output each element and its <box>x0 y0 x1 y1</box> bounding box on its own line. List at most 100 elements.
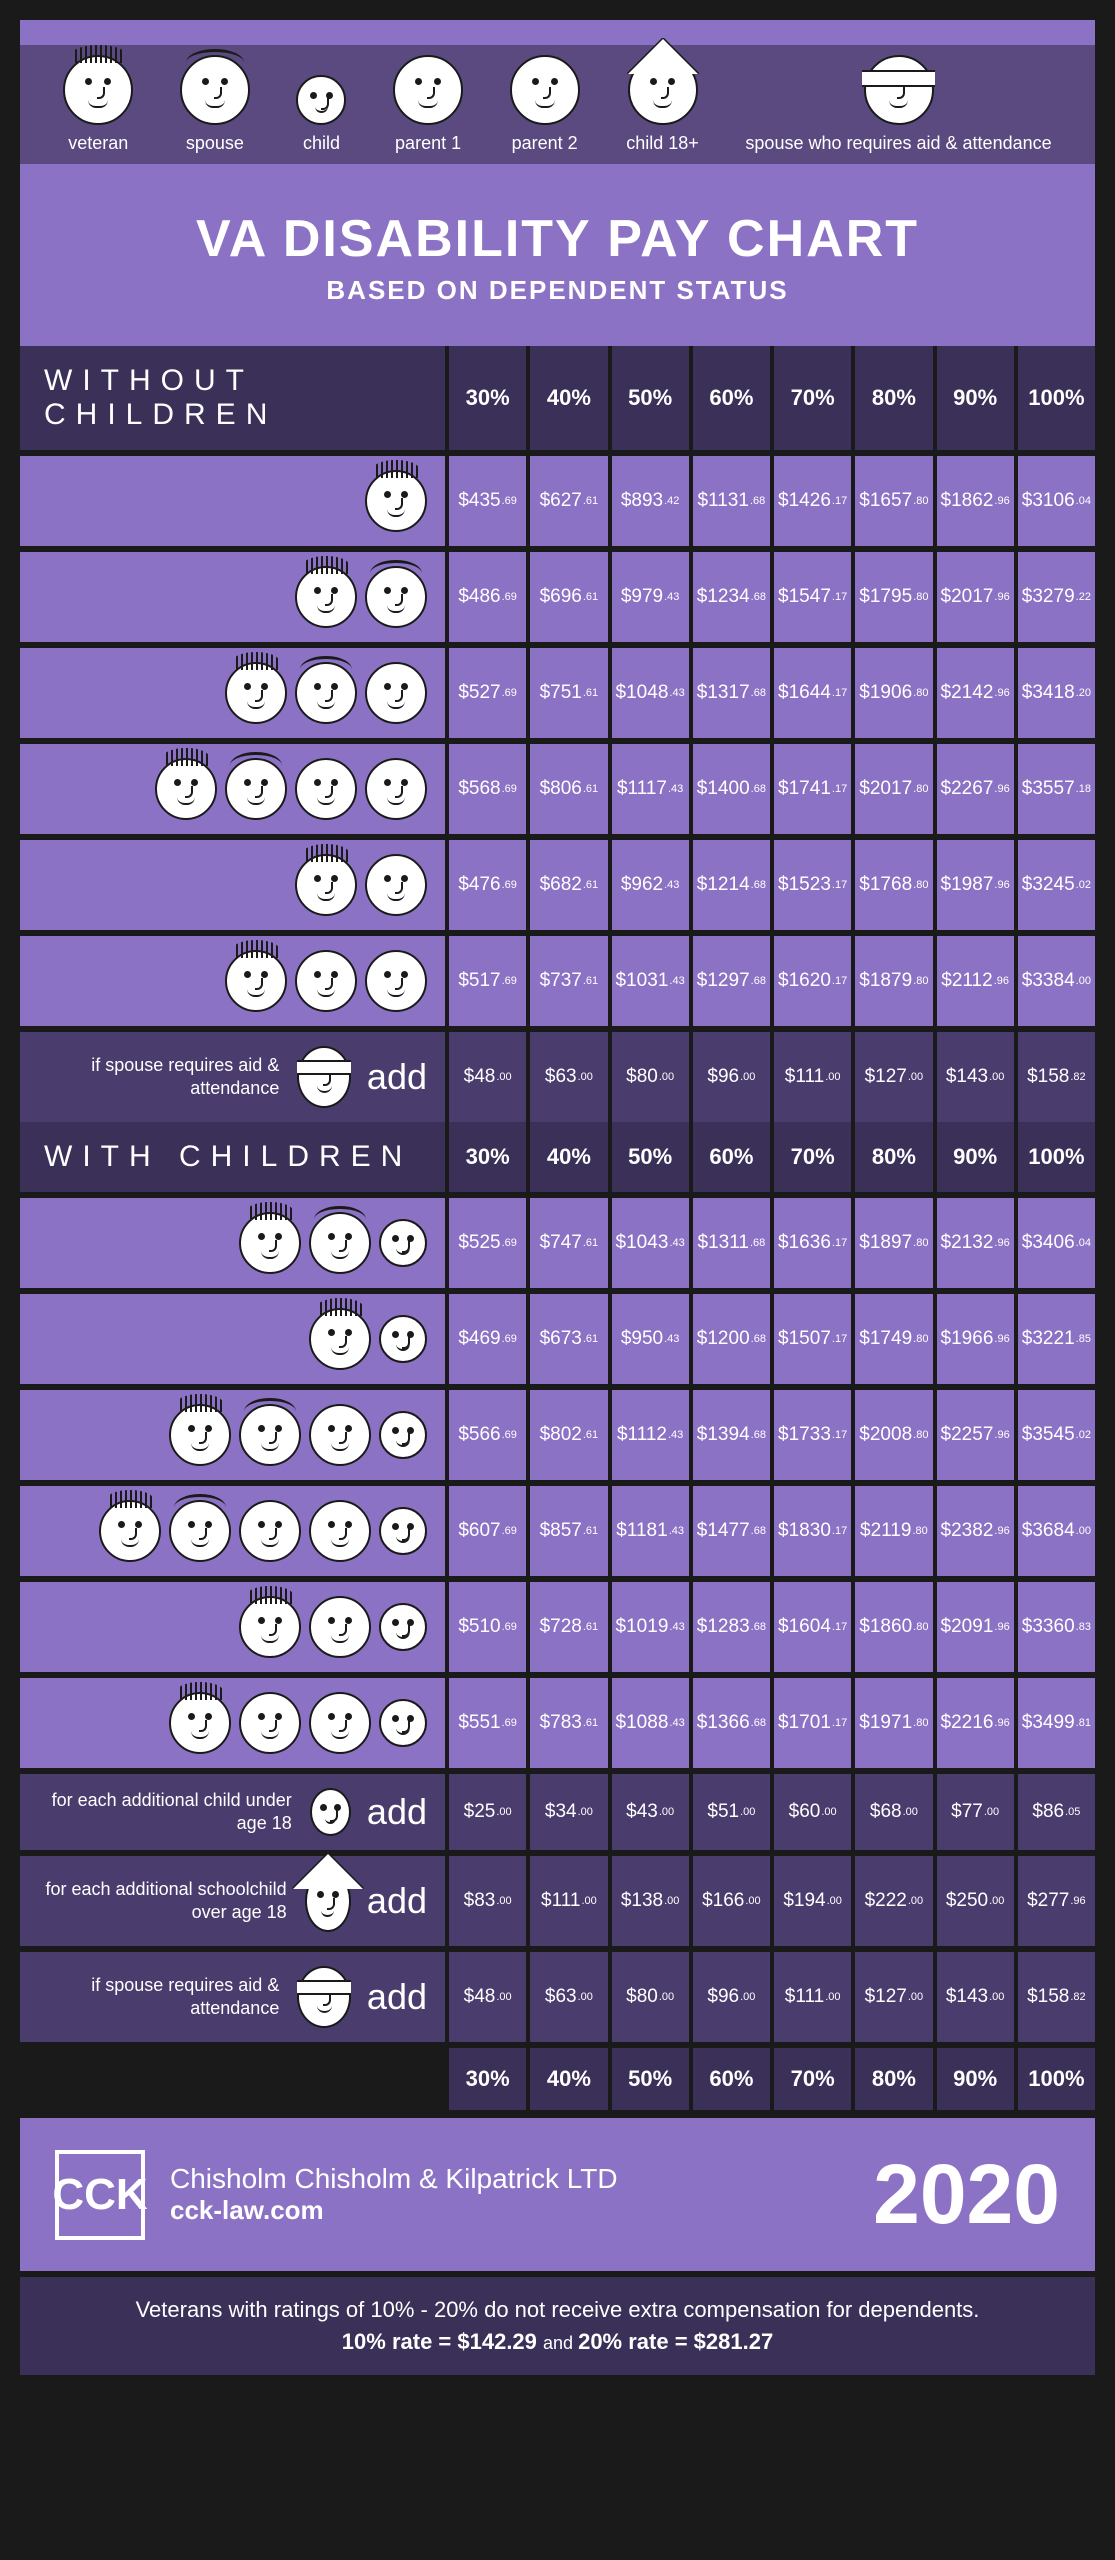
add-row-text: for each additional schoolchild over age… <box>38 1878 287 1925</box>
percent-headers: 30%40%50%60%70%80%90%100% <box>445 346 1095 450</box>
child-face-icon <box>379 1507 427 1555</box>
add-label: add <box>367 1880 427 1922</box>
pay-value: $80.00 <box>612 1952 689 2042</box>
pay-value: $3406.04 <box>1018 1198 1095 1288</box>
pay-value: $486.69 <box>449 552 526 642</box>
pay-value: $2112.96 <box>937 936 1014 1026</box>
chart-title: VA DISABILITY PAY CHART <box>40 209 1075 269</box>
pay-value: $1019.43 <box>612 1582 689 1672</box>
footnote: Veterans with ratings of 10% - 20% do no… <box>20 2277 1095 2375</box>
legend-label: veteran <box>68 133 128 154</box>
pay-row: if spouse requires aid & attendance add … <box>20 1032 1095 1122</box>
child-face-icon <box>379 1603 427 1651</box>
pay-value: $2119.80 <box>855 1486 932 1576</box>
pay-value: $525.69 <box>449 1198 526 1288</box>
legend-item: parent 2 <box>510 55 580 154</box>
firm-info: Chisholm Chisholm & Kilpatrick LTD cck-l… <box>170 2163 873 2226</box>
vet-face-icon <box>155 758 217 820</box>
parent-face-icon <box>295 950 357 1012</box>
pay-value: $2267.96 <box>937 744 1014 834</box>
pay-value: $2257.96 <box>937 1390 1014 1480</box>
pay-value: $962.43 <box>612 840 689 930</box>
pay-value: $2008.80 <box>855 1390 932 1480</box>
pay-value: $857.61 <box>530 1486 607 1576</box>
row-label <box>20 1198 445 1288</box>
pay-value: $3545.02 <box>1018 1390 1095 1480</box>
pay-row: $607.69$857.61$1181.43$1477.68$1830.17$2… <box>20 1486 1095 1576</box>
pay-row: $476.69$682.61$962.43$1214.68$1523.17$17… <box>20 840 1095 930</box>
percent-header: 100% <box>1018 1122 1095 1192</box>
vet-face-icon <box>99 1500 161 1562</box>
percent-header: 90% <box>937 2048 1014 2110</box>
pay-value: $1971.80 <box>855 1678 932 1768</box>
header-section: veteran spouse child parent 1 parent 2 c… <box>20 20 1095 346</box>
vet-face-icon <box>239 1596 301 1658</box>
pay-value: $627.61 <box>530 456 607 546</box>
pay-value: $77.00 <box>937 1774 1014 1850</box>
pay-value: $1741.17 <box>774 744 851 834</box>
pay-value: $111.00 <box>530 1856 607 1946</box>
parent-face-icon <box>309 1404 371 1466</box>
percent-header: 60% <box>693 2048 770 2110</box>
add-row-text: if spouse requires aid & attendance <box>38 1054 279 1101</box>
pay-value: $806.61 <box>530 744 607 834</box>
pay-value: $568.69 <box>449 744 526 834</box>
pay-value: $48.00 <box>449 1032 526 1122</box>
percent-header: 50% <box>612 346 689 450</box>
percent-header: 30% <box>449 1122 526 1192</box>
pay-row: $435.69$627.61$893.42$1131.68$1426.17$16… <box>20 456 1095 546</box>
pay-value: $96.00 <box>693 1032 770 1122</box>
pay-value: $1862.96 <box>937 456 1014 546</box>
child-face-icon <box>379 1315 427 1363</box>
pay-value: $517.69 <box>449 936 526 1026</box>
row-label <box>20 1294 445 1384</box>
pay-value: $1860.80 <box>855 1582 932 1672</box>
pay-value: $1043.43 <box>612 1198 689 1288</box>
pay-value: $2132.96 <box>937 1198 1014 1288</box>
pay-value: $1701.17 <box>774 1678 851 1768</box>
legend-row: veteran spouse child parent 1 parent 2 c… <box>20 45 1095 164</box>
pay-value: $673.61 <box>530 1294 607 1384</box>
pay-value: $80.00 <box>612 1032 689 1122</box>
legend-label: spouse <box>186 133 244 154</box>
va-disability-chart: veteran spouse child parent 1 parent 2 c… <box>20 20 1095 2375</box>
pay-value: $551.69 <box>449 1678 526 1768</box>
pay-value: $1048.43 <box>612 648 689 738</box>
pay-value: $566.69 <box>449 1390 526 1480</box>
pay-value: $83.00 <box>449 1856 526 1946</box>
percent-header: 70% <box>774 2048 851 2110</box>
rows-with-children: $525.69$747.61$1043.43$1311.68$1636.17$1… <box>20 1198 1095 2042</box>
percent-headers: 30%40%50%60%70%80%90%100% <box>445 2048 1095 2110</box>
vet-face-icon <box>239 1212 301 1274</box>
pay-row: for each additional schoolchild over age… <box>20 1856 1095 1946</box>
add-row-text: if spouse requires aid & attendance <box>38 1974 279 2021</box>
firm-name: Chisholm Chisholm & Kilpatrick LTD <box>170 2163 873 2195</box>
pay-value: $3106.04 <box>1018 456 1095 546</box>
percent-header: 30% <box>449 346 526 450</box>
parent-face-icon <box>309 1596 371 1658</box>
section-header-with: WITH CHILDREN 30%40%50%60%70%80%90%100% <box>20 1122 1095 1192</box>
pay-value: $1768.80 <box>855 840 932 930</box>
pay-value: $1317.68 <box>693 648 770 738</box>
footnote-line1: Veterans with ratings of 10% - 20% do no… <box>40 2297 1075 2323</box>
pay-value: $86.05 <box>1018 1774 1095 1850</box>
pay-value: $1477.68 <box>693 1486 770 1576</box>
pay-value: $1181.43 <box>612 1486 689 1576</box>
pay-value: $737.61 <box>530 936 607 1026</box>
legend-label: parent 1 <box>395 133 461 154</box>
spouse-face-icon <box>309 1212 371 1274</box>
title-block: VA DISABILITY PAY CHART BASED ON DEPENDE… <box>40 189 1075 336</box>
percent-header: 40% <box>530 2048 607 2110</box>
pay-value: $510.69 <box>449 1582 526 1672</box>
pay-value: $158.82 <box>1018 1032 1095 1122</box>
percent-header: 50% <box>612 2048 689 2110</box>
legend-label: child 18+ <box>626 133 699 154</box>
child-face-icon <box>379 1699 427 1747</box>
parent-face-icon <box>309 1692 371 1754</box>
pay-value: $25.00 <box>449 1774 526 1850</box>
percent-header: 60% <box>693 1122 770 1192</box>
pay-value: $143.00 <box>937 1952 1014 2042</box>
vet-face-icon <box>225 950 287 1012</box>
row-label <box>20 1486 445 1576</box>
pay-value: $3499.81 <box>1018 1678 1095 1768</box>
